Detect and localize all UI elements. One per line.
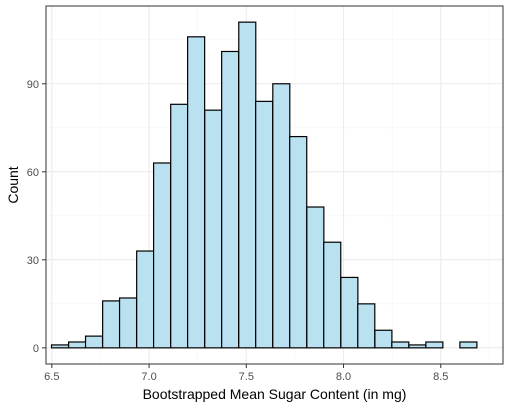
histogram-bar: [238, 21, 257, 349]
histogram-bar: [68, 341, 87, 349]
histogram-bar: [136, 250, 155, 349]
histogram-bar: [374, 329, 393, 349]
y-tick-label: 0: [33, 343, 39, 355]
x-tick-label: 8.0: [336, 371, 351, 383]
histogram-bar: [306, 206, 325, 349]
histogram-bar: [102, 300, 121, 349]
histogram-bar: [340, 276, 359, 349]
histogram-bar: [118, 297, 138, 349]
x-axis-title: Bootstrapped Mean Sugar Content (in mg): [143, 386, 407, 402]
histogram-bar: [170, 103, 189, 349]
x-axis-ticks: 6.5 7.0 7.5 8.0 8.5: [44, 364, 448, 383]
y-tick-label: 60: [27, 167, 39, 179]
histogram-bar: [50, 344, 70, 349]
histogram-bar: [289, 135, 308, 349]
histogram-bars: [50, 21, 478, 349]
x-tick-label: 6.5: [44, 371, 59, 383]
y-tick-label: 90: [27, 79, 39, 91]
y-axis-ticks: 0 30 60 90: [27, 79, 46, 355]
histogram-bar: [408, 344, 427, 349]
histogram-bar: [425, 341, 444, 349]
histogram-bar: [221, 50, 240, 349]
histogram-bar: [357, 303, 376, 349]
x-tick-label: 8.5: [433, 371, 448, 383]
histogram-bar: [204, 109, 223, 349]
y-axis-title: Count: [5, 166, 21, 203]
histogram-bar: [391, 341, 410, 349]
histogram-bar: [84, 335, 104, 349]
x-tick-label: 7.0: [141, 371, 156, 383]
panel-border: [45, 5, 504, 365]
x-tick-label: 7.5: [239, 371, 254, 383]
histogram-bar: [323, 241, 342, 349]
histogram-bar: [255, 100, 274, 349]
histogram-bar: [152, 162, 172, 349]
histogram-bar: [187, 36, 206, 349]
histogram-bar: [272, 83, 291, 349]
y-tick-label: 30: [27, 255, 39, 267]
histogram-bar: [459, 341, 478, 349]
